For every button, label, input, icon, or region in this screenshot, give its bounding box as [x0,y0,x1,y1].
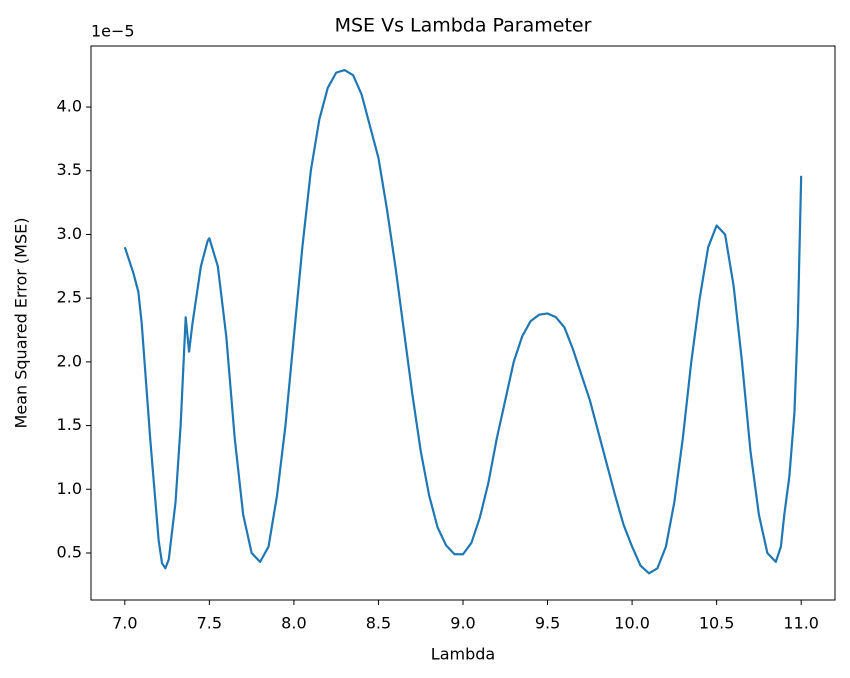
y-axis-label: Mean Squared Error (MSE) [12,218,31,429]
data-line [123,68,803,575]
x-tick-label: 9.0 [450,614,475,633]
y-tick-label: 3.5 [57,160,82,179]
x-tick-label: 11.0 [783,614,819,633]
x-tick-label: 7.5 [197,614,222,633]
x-axis-label: Lambda [431,645,495,664]
y-offset-label: 1e−5 [91,22,135,41]
x-tick-label: 10.5 [699,614,735,633]
y-tick-label: 4.0 [57,97,82,116]
x-tick-label: 9.5 [535,614,560,633]
y-tick-label: 3.0 [57,224,82,243]
x-tick-label: 8.0 [281,614,306,633]
x-tick-label: 8.5 [366,614,391,633]
chart-title: MSE Vs Lambda Parameter [335,15,592,37]
y-tick-label: 0.5 [57,542,82,561]
plot-frame [90,45,836,601]
y-tick-label: 1.5 [57,415,82,434]
y-tick-label: 2.0 [57,351,82,370]
y-tick-label: 1.0 [57,479,82,498]
x-tick-label: 10.0 [614,614,650,633]
y-tick-label: 2.5 [57,288,82,307]
x-tick-label: 7.0 [112,614,137,633]
